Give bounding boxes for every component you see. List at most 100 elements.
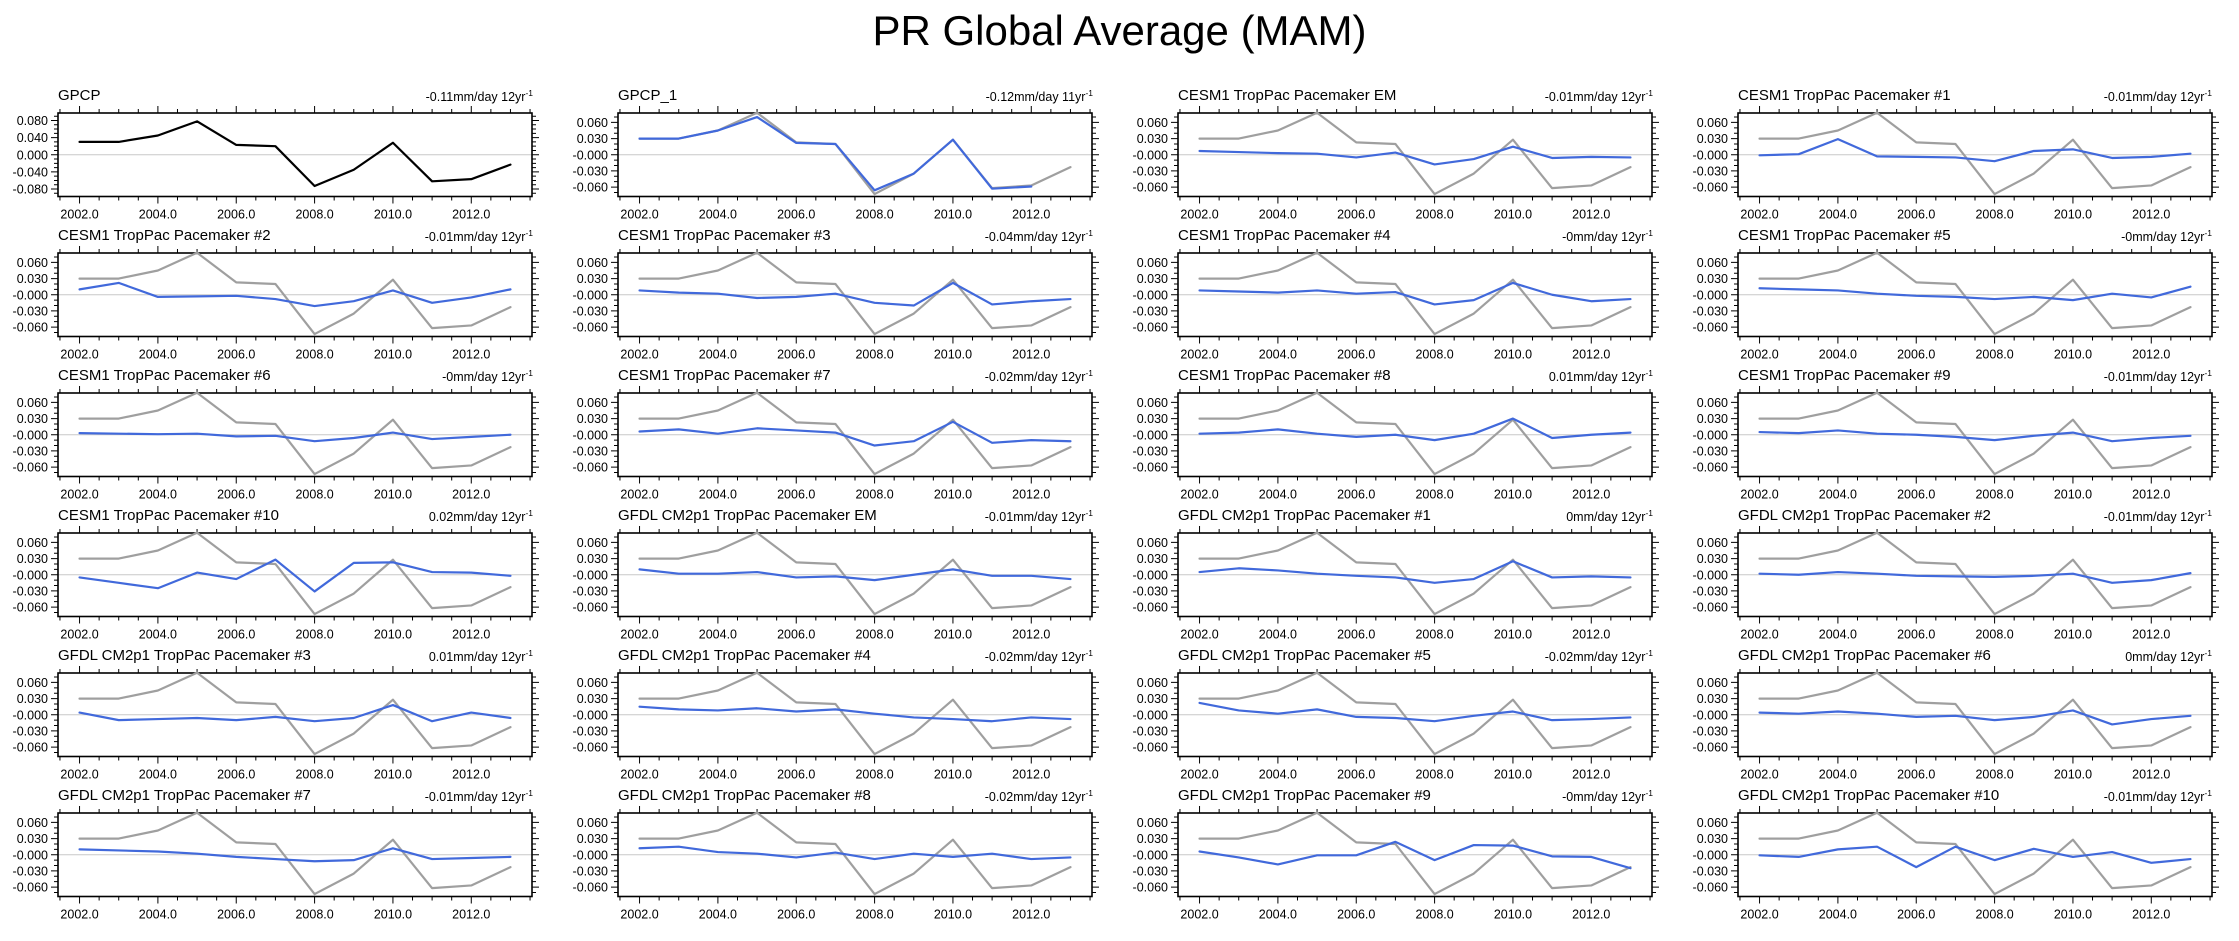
panel-trend-label: -0mm/day 12yr-1 xyxy=(2121,228,2212,244)
x-tick-label: 2006.0 xyxy=(1897,628,1935,642)
y-tick-label: 0.060 xyxy=(1137,396,1168,410)
panel-title: GFDL CM2p1 TropPac Pacemaker #4 xyxy=(618,647,871,664)
y-tick-label: 0.040 xyxy=(17,131,48,145)
series-line xyxy=(1758,709,2192,726)
panel-title: CESM1 TropPac Pacemaker #3 xyxy=(618,227,831,244)
chart-panel: GFDL CM2p1 TropPac Pacemaker #5 -0.02mm/… xyxy=(1120,646,1680,786)
timeseries-plot: 0.060 0.030 -0.000 -0.030 -0.060 2002.0 2004.0… xyxy=(1693,526,2219,642)
panel-header: CESM1 TropPac Pacemaker #4 -0mm/day 12yr… xyxy=(1120,226,1680,244)
y-tick-label: -0.060 xyxy=(1133,461,1168,475)
chart-panel: GFDL CM2p1 TropPac Pacemaker #8 -0.02mm/… xyxy=(560,786,1120,926)
trend-value: -0.04mm/day 12yr xyxy=(984,230,1086,244)
timeseries-plot: 0.060 0.030 -0.000 -0.030 -0.060 2002.0 2004.0… xyxy=(1693,246,2219,362)
trend-value: -0.02mm/day 12yr xyxy=(1544,650,1646,664)
x-tick-label: 2004.0 xyxy=(139,208,177,222)
y-tick-label: 0.030 xyxy=(1137,552,1168,566)
x-tick-label: 2010.0 xyxy=(374,488,412,502)
panel-title: CESM1 TropPac Pacemaker #8 xyxy=(1178,367,1391,384)
panel-trend-label: 0.02mm/day 12yr-1 xyxy=(429,508,533,524)
x-tick-label: 2012.0 xyxy=(1572,208,1610,222)
y-tick-label: -0.030 xyxy=(13,444,48,458)
x-tick-label: 2010.0 xyxy=(2054,628,2092,642)
x-tick-label: 2006.0 xyxy=(777,348,815,362)
x-tick-label: 2006.0 xyxy=(1337,628,1375,642)
x-tick-label: 2010.0 xyxy=(1494,908,1532,922)
trend-value: -0mm/day 12yr xyxy=(442,370,526,384)
trend-exponent: -1 xyxy=(2204,507,2212,518)
x-tick-label: 2006.0 xyxy=(1337,488,1375,502)
x-tick-label: 2012.0 xyxy=(452,208,490,222)
x-tick-label: 2006.0 xyxy=(777,768,815,782)
y-tick-label: -0.060 xyxy=(1693,181,1728,195)
y-tick-label: -0.060 xyxy=(573,461,608,475)
y-tick-label: 0.060 xyxy=(17,676,48,690)
trend-value: -0.01mm/day 12yr xyxy=(984,510,1086,524)
timeseries-plot: 0.060 0.030 -0.000 -0.030 -0.060 2002.0 2004.0… xyxy=(573,246,1099,362)
y-tick-label: -0.030 xyxy=(13,864,48,878)
series-line xyxy=(78,120,512,188)
y-tick-label: 0.060 xyxy=(1697,676,1728,690)
panel-header: GFDL CM2p1 TropPac Pacemaker #3 0.01mm/d… xyxy=(0,646,560,664)
y-tick-label: 0.030 xyxy=(17,692,48,706)
trend-value: 0.01mm/day 12yr xyxy=(1548,370,1646,384)
y-tick-label: -0.060 xyxy=(573,321,608,335)
y-tick-label: 0.060 xyxy=(1137,116,1168,130)
panel-trend-label: -0.01mm/day 12yr-1 xyxy=(2104,508,2212,524)
timeseries-plot: 0.060 0.030 -0.000 -0.030 -0.060 2002.0 2004.0… xyxy=(1133,526,1659,642)
trend-value: -0.01mm/day 12yr xyxy=(2103,510,2205,524)
y-tick-label: -0.030 xyxy=(1693,304,1728,318)
x-tick-label: 2002.0 xyxy=(1180,908,1218,922)
trend-exponent: -1 xyxy=(525,787,533,798)
panel-header: CESM1 TropPac Pacemaker EM -0.01mm/day 1… xyxy=(1120,86,1680,104)
x-tick-label: 2010.0 xyxy=(934,208,972,222)
y-tick-label: 0.060 xyxy=(1137,256,1168,270)
trend-value: -0.12mm/day 11yr xyxy=(985,90,1086,104)
chart-panel: CESM1 TropPac Pacemaker #8 0.01mm/day 12… xyxy=(1120,366,1680,506)
x-tick-label: 2010.0 xyxy=(2054,348,2092,362)
panel-title: CESM1 TropPac Pacemaker #10 xyxy=(58,507,279,524)
y-tick-label: -0.060 xyxy=(1693,601,1728,615)
x-tick-label: 2004.0 xyxy=(1259,628,1297,642)
series-line xyxy=(638,115,1033,192)
x-tick-label: 2008.0 xyxy=(1975,208,2013,222)
series-line xyxy=(638,705,1072,723)
series-line xyxy=(1198,840,1632,870)
panel-title: GFDL CM2p1 TropPac Pacemaker #2 xyxy=(1738,507,1991,524)
x-tick-label: 2002.0 xyxy=(60,488,98,502)
y-tick-label: -0.000 xyxy=(1133,568,1168,582)
y-tick-label: -0.000 xyxy=(1133,288,1168,302)
y-tick-label: -0.060 xyxy=(1133,601,1168,615)
x-tick-label: 2012.0 xyxy=(1572,628,1610,642)
panel-title: GPCP_1 xyxy=(618,87,678,104)
y-tick-label: -0.060 xyxy=(573,601,608,615)
y-tick-label: -0.030 xyxy=(1693,584,1728,598)
x-tick-label: 2010.0 xyxy=(934,908,972,922)
trend-value: -0.02mm/day 12yr xyxy=(984,650,1086,664)
y-tick-label: 0.030 xyxy=(1137,132,1168,146)
panel-title: GFDL CM2p1 TropPac Pacemaker #9 xyxy=(1178,787,1431,804)
obs-line xyxy=(638,531,1072,616)
panel-trend-label: -0.02mm/day 12yr-1 xyxy=(985,788,1093,804)
trend-exponent: -1 xyxy=(1085,227,1093,238)
y-tick-label: -0.030 xyxy=(1693,864,1728,878)
x-tick-label: 2012.0 xyxy=(1012,768,1050,782)
y-tick-label: -0.000 xyxy=(13,568,48,582)
panel-trend-label: -0.01mm/day 12yr-1 xyxy=(2104,368,2212,384)
y-tick-label: -0.030 xyxy=(1693,724,1728,738)
timeseries-plot: 0.060 0.030 -0.000 -0.030 -0.060 2002.0 2004.0… xyxy=(13,806,539,922)
trend-value: 0.01mm/day 12yr xyxy=(428,650,526,664)
y-tick-label: -0.000 xyxy=(1693,708,1728,722)
panel-title: GPCP xyxy=(58,87,101,104)
y-tick-label: -0.060 xyxy=(13,881,48,895)
y-tick-label: -0.030 xyxy=(1133,304,1168,318)
panel-title: CESM1 TropPac Pacemaker #1 xyxy=(1738,87,1951,104)
x-tick-label: 2010.0 xyxy=(374,768,412,782)
y-tick-label: -0.060 xyxy=(1133,181,1168,195)
y-tick-label: 0.060 xyxy=(17,256,48,270)
y-tick-label: -0.060 xyxy=(573,881,608,895)
trend-exponent: -1 xyxy=(525,227,533,238)
x-tick-label: 2012.0 xyxy=(2132,208,2170,222)
trend-value: -0.11mm/day 12yr xyxy=(425,90,526,104)
y-tick-label: -0.060 xyxy=(1133,881,1168,895)
chart-grid: GPCP -0.11mm/day 12yr-1 0.080 0.040 0.000-… xyxy=(0,86,2239,926)
